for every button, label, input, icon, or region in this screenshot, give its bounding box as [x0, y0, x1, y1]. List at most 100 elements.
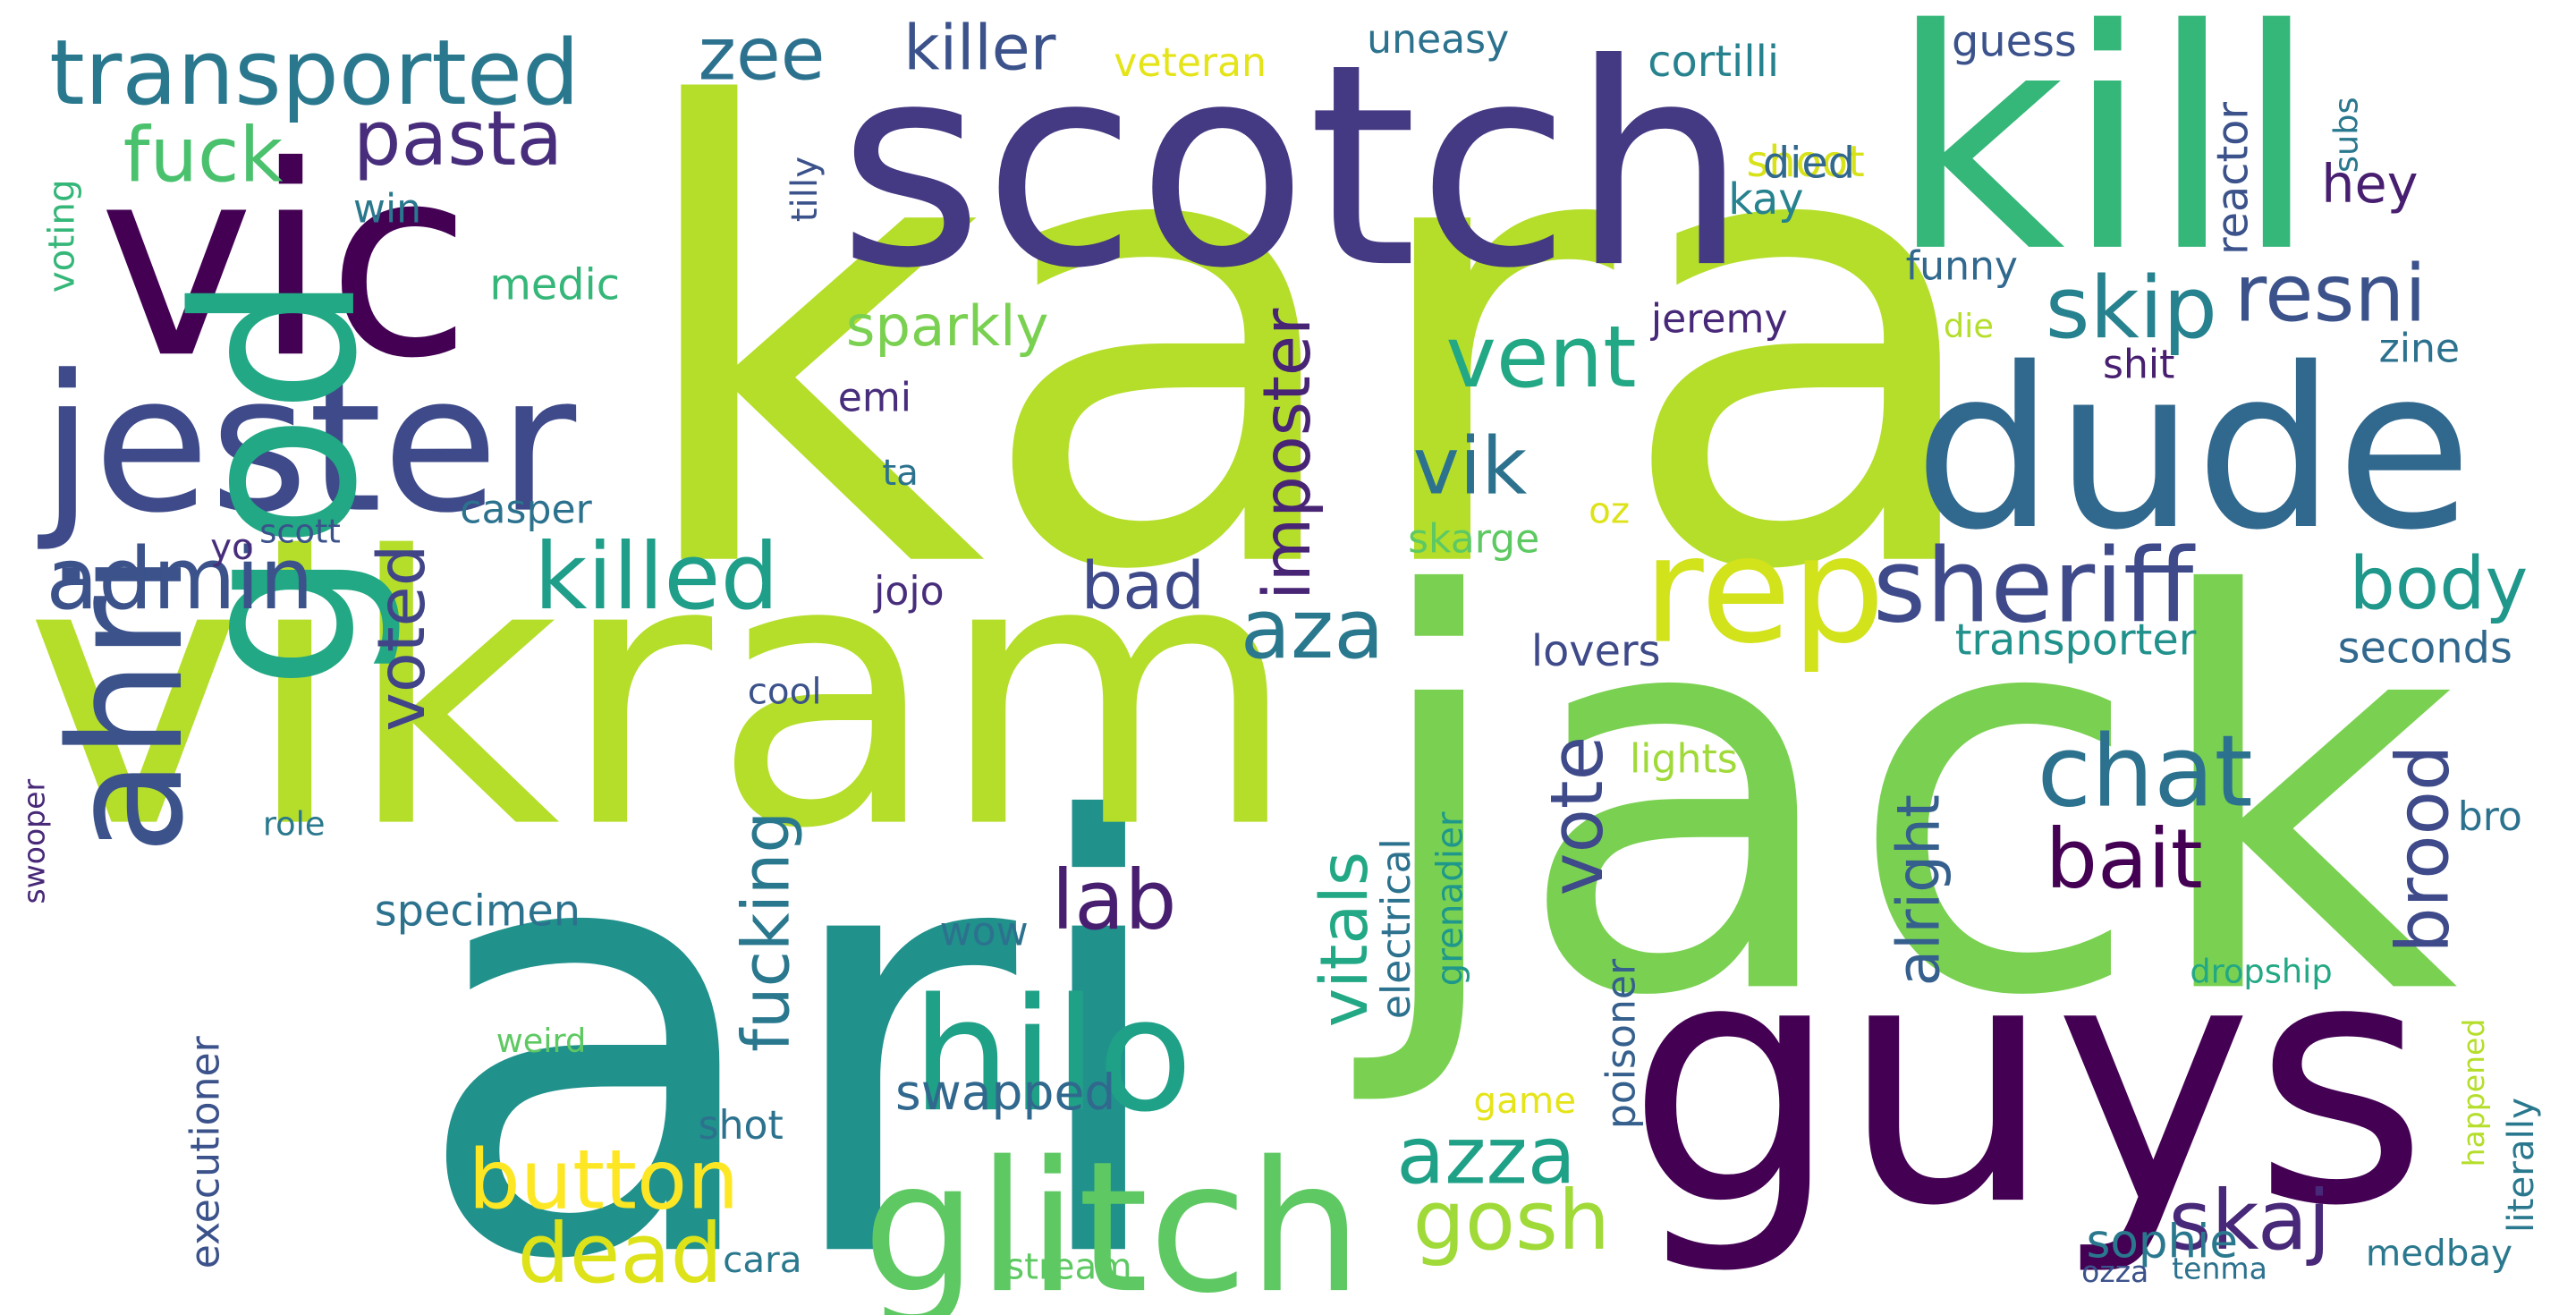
word-casper: casper — [460, 487, 592, 532]
word-lab: lab — [1052, 853, 1177, 948]
word-hey: hey — [2321, 153, 2418, 215]
word-win: win — [353, 186, 421, 232]
word-electrical: electrical — [1374, 838, 1419, 1019]
word-transported: transported — [49, 20, 580, 125]
word-kill: kill — [1889, 0, 2318, 319]
word-jester: jester — [38, 335, 576, 555]
word-vent: vent — [1445, 307, 1636, 407]
word-uneasy: uneasy — [1367, 17, 1509, 63]
word-fuck: fuck — [123, 111, 284, 199]
word-sophie: sophie — [2087, 1215, 2238, 1268]
word-shot: shot — [699, 1103, 784, 1149]
word-zine: zine — [2379, 326, 2460, 371]
word-happened: happened — [2456, 1019, 2491, 1167]
word-voted: voted — [364, 545, 440, 732]
word-role: role — [263, 804, 326, 843]
word-aza: aza — [1241, 581, 1385, 677]
word-resni: resni — [2234, 247, 2427, 339]
word-vote: vote — [1536, 736, 1620, 896]
word-kay: kay — [1728, 175, 1803, 225]
word-reactor: reactor — [2209, 102, 2258, 255]
word-killer: killer — [903, 12, 1056, 84]
word-pasta: pasta — [353, 95, 563, 182]
word-hilo: hilo — [911, 965, 1192, 1147]
word-lovers: lovers — [1531, 627, 1661, 676]
word-skarge: skarge — [1408, 516, 1539, 562]
word-imposter: imposter — [1250, 308, 1326, 600]
word-fucking: fucking — [729, 811, 805, 1052]
word-ari: ari — [411, 700, 1181, 1315]
word-brood: brood — [2382, 745, 2466, 954]
word-bro: bro — [2458, 794, 2522, 840]
word-guess: guess — [1952, 18, 2077, 67]
word-funny: funny — [1906, 244, 2018, 290]
word-ozza: ozza — [2081, 1254, 2148, 1289]
word-rep: rep — [1643, 505, 1885, 676]
word-scott: scott — [259, 512, 341, 550]
word-chat: chat — [2038, 714, 2253, 828]
word-executioner: executioner — [182, 1035, 228, 1268]
word-vikram: vikram — [25, 479, 1299, 910]
word-gosh: gosh — [1413, 1173, 1611, 1268]
word-voting: voting — [40, 179, 83, 293]
word-veteran: veteran — [1114, 40, 1267, 86]
word-glitch: glitch — [862, 1122, 1362, 1315]
word-ahri: ahri — [37, 553, 218, 855]
word-swooper: swooper — [17, 779, 52, 904]
word-guys: guys — [1626, 887, 2428, 1279]
word-medbay: medbay — [2366, 1232, 2512, 1275]
word-sheriff: sheriff — [1873, 527, 2196, 646]
word-admin: admin — [46, 529, 313, 629]
word-grenadier: grenadier — [1428, 811, 1471, 986]
word-azza: azza — [1396, 1110, 1576, 1202]
word-god: god — [148, 273, 406, 690]
word-cara: cara — [723, 1238, 801, 1281]
word-game: game — [1474, 1079, 1577, 1122]
word-literally: literally — [2499, 1098, 2542, 1233]
word-button: button — [468, 1132, 739, 1227]
word-died: died — [1763, 140, 1855, 189]
word-medic: medic — [489, 261, 620, 310]
word-tenma: tenma — [2172, 1251, 2267, 1285]
word-poisoner: poisoner — [1599, 958, 1645, 1129]
word-dude: dude — [1914, 321, 2472, 579]
word-jojo: jojo — [873, 569, 944, 615]
word-body: body — [2350, 542, 2529, 626]
word-killed: killed — [534, 524, 779, 631]
word-wow: wow — [940, 909, 1029, 954]
word-kara: kara — [624, 0, 1996, 707]
word-yo: yo — [210, 525, 254, 568]
word-vitals: vitals — [1307, 852, 1383, 1027]
word-dead: dead — [518, 1206, 723, 1302]
word-transporter: transporter — [1955, 615, 2197, 665]
word-stream: stream — [1005, 1244, 1132, 1287]
word-subs: subs — [2327, 97, 2366, 173]
word-oz: oz — [1589, 488, 1630, 531]
word-cool: cool — [748, 669, 822, 712]
word-ta: ta — [882, 451, 919, 494]
word-tilly: tilly — [783, 157, 826, 222]
word-shoot: shoot — [1746, 138, 1864, 187]
word-jeremy: jeremy — [1650, 296, 1788, 342]
word-vic: vic — [98, 110, 471, 416]
word-weird: weird — [496, 1022, 587, 1060]
word-seconds: seconds — [2338, 624, 2512, 674]
word-dropship: dropship — [2190, 953, 2332, 991]
word-scotch: scotch — [838, 4, 1748, 329]
word-bad: bad — [1081, 548, 1205, 624]
word-lights: lights — [1630, 737, 1738, 783]
word-skip: skip — [2046, 258, 2217, 358]
word-shit: shit — [2103, 343, 2174, 388]
word-bait: bait — [2046, 811, 2203, 907]
word-zee: zee — [699, 13, 826, 97]
word-cortilli: cortilli — [1648, 38, 1779, 87]
word-die: die — [1944, 307, 1994, 345]
word-sparkly: sparkly — [846, 293, 1049, 359]
word-jack: jack — [1347, 482, 2459, 1114]
word-emi: emi — [838, 375, 911, 420]
word-specimen: specimen — [375, 887, 580, 936]
word-skaj: skaj — [2168, 1173, 2330, 1268]
word-alright: alright — [1884, 794, 1953, 986]
